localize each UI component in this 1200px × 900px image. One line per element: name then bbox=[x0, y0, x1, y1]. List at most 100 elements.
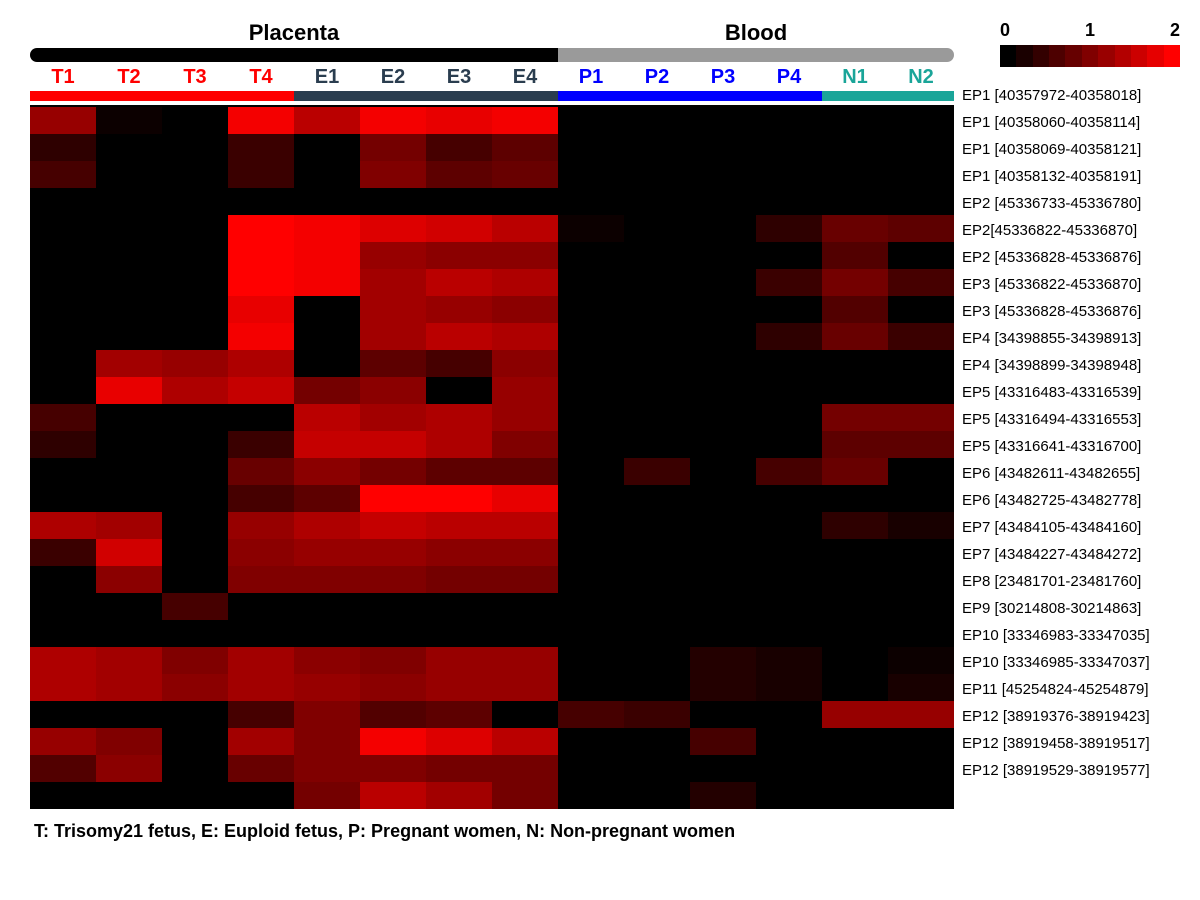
heatmap-cell bbox=[426, 539, 492, 566]
heatmap-cell bbox=[294, 134, 360, 161]
heatmap-cell bbox=[822, 647, 888, 674]
heatmap-cell bbox=[96, 323, 162, 350]
heatmap-cell bbox=[756, 134, 822, 161]
heatmap-cell bbox=[162, 782, 228, 809]
heatmap-cell bbox=[162, 674, 228, 701]
heatmap-cell bbox=[888, 134, 954, 161]
heatmap-cell bbox=[96, 431, 162, 458]
heatmap-cell bbox=[822, 620, 888, 647]
heatmap-cell bbox=[360, 566, 426, 593]
heatmap-cell bbox=[96, 485, 162, 512]
heatmap-cell bbox=[888, 350, 954, 377]
heatmap-cell bbox=[690, 215, 756, 242]
heatmap-cell bbox=[96, 620, 162, 647]
column-label: E3 bbox=[426, 66, 492, 89]
heatmap-cell bbox=[822, 512, 888, 539]
heatmap-cell bbox=[162, 728, 228, 755]
heatmap-cell bbox=[492, 755, 558, 782]
heatmap-cell bbox=[624, 215, 690, 242]
heatmap-cell bbox=[426, 458, 492, 485]
heatmap-cell bbox=[162, 701, 228, 728]
column-label: T3 bbox=[162, 66, 228, 89]
row-label: EP1 [40357972-40358018] bbox=[954, 82, 1150, 109]
row-label: EP4 [34398899-34398948] bbox=[954, 352, 1150, 379]
heatmap-cell bbox=[624, 107, 690, 134]
heatmap-cell bbox=[426, 674, 492, 701]
heatmap-cell bbox=[624, 134, 690, 161]
heatmap-cell bbox=[228, 539, 294, 566]
row-label: EP5 [43316494-43316553] bbox=[954, 406, 1150, 433]
heatmap-cell bbox=[690, 404, 756, 431]
heatmap-cell bbox=[558, 647, 624, 674]
heatmap-cell bbox=[888, 242, 954, 269]
heatmap-cell bbox=[624, 188, 690, 215]
heatmap-cell bbox=[624, 269, 690, 296]
heatmap-cell bbox=[888, 566, 954, 593]
heatmap-cell bbox=[624, 350, 690, 377]
heatmap-cell bbox=[360, 728, 426, 755]
heatmap-cell bbox=[624, 377, 690, 404]
heatmap-cell bbox=[756, 755, 822, 782]
heatmap-cell bbox=[426, 134, 492, 161]
heatmap-cell bbox=[294, 404, 360, 431]
heatmap-cell bbox=[426, 107, 492, 134]
column-label: P2 bbox=[624, 66, 690, 89]
heatmap-cell bbox=[558, 566, 624, 593]
heatmap-cell bbox=[624, 701, 690, 728]
heatmap-cell bbox=[756, 728, 822, 755]
heatmap-cell bbox=[294, 431, 360, 458]
heatmap-cell bbox=[228, 350, 294, 377]
heatmap-cell bbox=[756, 215, 822, 242]
heatmap-cell bbox=[426, 431, 492, 458]
heatmap-cell bbox=[96, 188, 162, 215]
subgroup-bar bbox=[822, 91, 954, 101]
heatmap-cell bbox=[822, 404, 888, 431]
row-label: EP1 [40358069-40358121] bbox=[954, 136, 1150, 163]
row-label: EP12 [38919458-38919517] bbox=[954, 730, 1150, 757]
heatmap-cell bbox=[558, 134, 624, 161]
heatmap-cell bbox=[822, 323, 888, 350]
heatmap-cell bbox=[96, 701, 162, 728]
heatmap-cell bbox=[888, 782, 954, 809]
heatmap-cell bbox=[822, 458, 888, 485]
heatmap-cell bbox=[888, 431, 954, 458]
heatmap-cell bbox=[96, 512, 162, 539]
heatmap-cell bbox=[558, 296, 624, 323]
heatmap-cell bbox=[96, 782, 162, 809]
heatmap-cell bbox=[228, 431, 294, 458]
heatmap-cell bbox=[294, 701, 360, 728]
heatmap-cell bbox=[426, 620, 492, 647]
heatmap-cell bbox=[690, 620, 756, 647]
heatmap-cell bbox=[822, 755, 888, 782]
heatmap-cell bbox=[690, 431, 756, 458]
heatmap-cell bbox=[30, 215, 96, 242]
heatmap-cell bbox=[492, 593, 558, 620]
heatmap-row bbox=[30, 431, 954, 458]
heatmap-cell bbox=[690, 161, 756, 188]
heatmap-cell bbox=[756, 782, 822, 809]
group-label: Blood bbox=[558, 20, 954, 46]
heatmap-cell bbox=[690, 728, 756, 755]
heatmap-cell bbox=[30, 782, 96, 809]
heatmap-cell bbox=[30, 566, 96, 593]
column-label: T2 bbox=[96, 66, 162, 89]
heatmap-cell bbox=[360, 431, 426, 458]
heatmap-cell bbox=[30, 701, 96, 728]
heatmap-cell bbox=[228, 674, 294, 701]
heatmap-cell bbox=[690, 269, 756, 296]
heatmap-cell bbox=[30, 377, 96, 404]
subgroup-bars bbox=[30, 91, 954, 101]
caption: T: Trisomy21 fetus, E: Euploid fetus, P:… bbox=[34, 821, 954, 842]
heatmap-cell bbox=[888, 674, 954, 701]
heatmap-cell bbox=[888, 323, 954, 350]
heatmap-cell bbox=[30, 350, 96, 377]
heatmap-cell bbox=[558, 404, 624, 431]
heatmap-cell bbox=[624, 782, 690, 809]
heatmap-cell bbox=[294, 674, 360, 701]
heatmap-cell bbox=[228, 566, 294, 593]
heatmap-cell bbox=[756, 620, 822, 647]
heatmap-cell bbox=[492, 134, 558, 161]
heatmap-cell bbox=[822, 215, 888, 242]
heatmap-cell bbox=[492, 620, 558, 647]
heatmap-cell bbox=[690, 242, 756, 269]
